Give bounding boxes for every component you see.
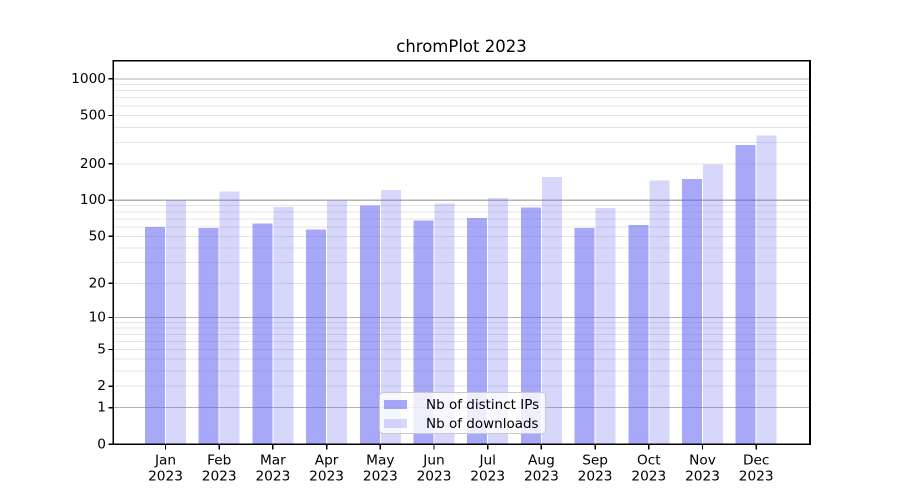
bar-ips-apr: [306, 229, 327, 445]
x-tick-label-month: Mar: [260, 453, 286, 469]
bar-downloads-feb: [219, 191, 240, 445]
bar-downloads-aug: [541, 176, 562, 445]
y-tick-label: 20: [89, 275, 106, 291]
chart-title: chromPlot 2023: [396, 37, 527, 56]
bar-ips-jul: [467, 218, 488, 445]
x-tick-label-year: 2023: [202, 469, 237, 485]
y-tick-label: 50: [89, 228, 106, 244]
bar-downloads-jan: [166, 200, 186, 445]
bar-ips-may: [359, 205, 380, 445]
x-tick-label-month: Oct: [637, 453, 661, 469]
legend-swatch-downloads: [384, 418, 407, 429]
y-tick-label: 1000: [71, 71, 106, 87]
bar-downloads-nov: [703, 164, 723, 445]
legend-item-downloads: Nb of downloads: [384, 414, 545, 433]
x-tick-label-month: Feb: [207, 453, 231, 469]
bar-ips-feb: [198, 227, 219, 445]
y-tick-label: 500: [80, 108, 106, 124]
x-tick-label-month: Jun: [422, 453, 444, 469]
x-tick-label-month: Jan: [154, 453, 176, 469]
bar-ips-dec: [735, 144, 756, 445]
bar-downloads-jun: [434, 203, 455, 445]
x-tick-label-month: Sep: [582, 453, 608, 469]
bar-ips-sep: [574, 227, 595, 445]
x-tick-label-year: 2023: [363, 469, 398, 485]
bar-downloads-dec: [756, 135, 777, 445]
legend-label-downloads: Nb of downloads: [426, 415, 539, 432]
bar-ips-mar: [252, 223, 273, 445]
y-tick-label: 100: [80, 192, 106, 208]
legend: Nb of distinct IPs Nb of downloads: [379, 392, 546, 434]
x-tick-label-year: 2023: [631, 469, 666, 485]
bar-ips-jan: [145, 226, 165, 445]
x-tick-label-month: Jul: [478, 453, 496, 469]
legend-swatch-distinct-ips: [384, 399, 407, 410]
x-tick-label-month: Aug: [528, 453, 555, 469]
bar-downloads-oct: [649, 180, 670, 445]
y-axis: 0 1 2 5 10 20 50 100 200 500 1000: [71, 71, 114, 452]
y-tick-label: 10: [89, 309, 106, 325]
bar-ips-oct: [628, 225, 649, 445]
bar-ips-jun: [413, 220, 434, 445]
x-tick-label-year: 2023: [255, 469, 290, 485]
x-tick-label-year: 2023: [148, 469, 183, 485]
x-tick-label-year: 2023: [578, 469, 613, 485]
y-tick-label: 200: [80, 156, 106, 172]
y-tick-label: 0: [97, 436, 106, 452]
bar-downloads-apr: [327, 200, 348, 445]
x-axis: Jan2023Feb2023Mar2023Apr2023May2023Jun20…: [148, 444, 774, 485]
y-tick-label: 1: [97, 400, 106, 416]
y-tick-label: 2: [97, 378, 106, 394]
bar-ips-nov: [682, 178, 702, 445]
x-tick-label-year: 2023: [309, 469, 344, 485]
y-tick-label: 5: [97, 342, 106, 358]
legend-label-distinct-ips: Nb of distinct IPs: [426, 396, 540, 413]
plot-spines: [112, 59, 811, 446]
bar-downloads-jul: [488, 198, 509, 445]
x-tick-label-year: 2023: [417, 469, 452, 485]
x-tick-label-month: Nov: [689, 453, 716, 469]
legend-item-distinct-ips: Nb of distinct IPs: [384, 395, 545, 414]
x-tick-label-month: May: [366, 453, 394, 469]
bars: [145, 135, 777, 445]
x-tick-label-month: Apr: [315, 453, 339, 469]
bar-downloads-sep: [595, 208, 616, 445]
x-tick-label-year: 2023: [739, 469, 774, 485]
bar-downloads-mar: [273, 206, 294, 445]
x-tick-label-year: 2023: [524, 469, 559, 485]
x-tick-label-month: Dec: [743, 453, 770, 469]
bar-ips-aug: [520, 207, 541, 445]
x-tick-label-year: 2023: [685, 469, 720, 485]
x-tick-label-year: 2023: [470, 469, 505, 485]
bar-downloads-may: [380, 190, 401, 445]
